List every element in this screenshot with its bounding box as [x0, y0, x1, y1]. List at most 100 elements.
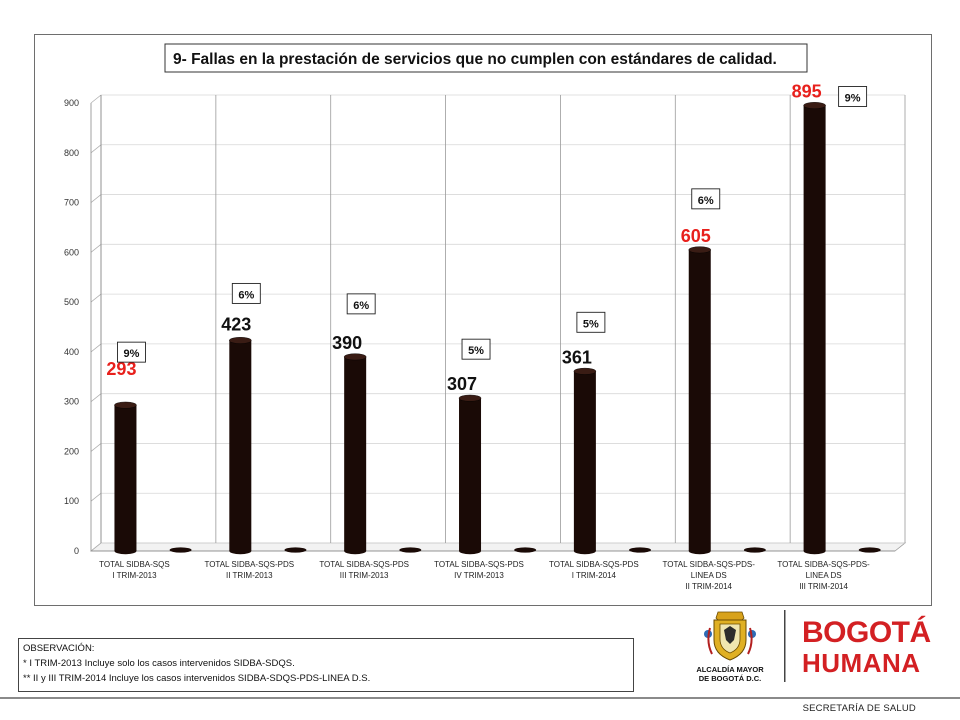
bar-cap [688, 246, 711, 254]
x-tick-label: III TRIM-2013 [340, 571, 389, 580]
bar [688, 249, 711, 551]
bar-base [344, 547, 367, 555]
chart-title-group: 9- Fallas en la prestación de servicios … [164, 43, 808, 73]
value-label: 307 [447, 374, 477, 394]
bar [803, 105, 826, 551]
chart-floor [89, 542, 907, 552]
bar-cap [458, 394, 482, 402]
bar-cap [573, 367, 597, 375]
gridline-depth [90, 194, 102, 203]
bar-cap [114, 401, 137, 409]
gridline-depth [90, 393, 102, 402]
y-tick-label: 500 [64, 297, 79, 307]
gridline-depth [90, 244, 102, 253]
value-label: 605 [681, 226, 711, 246]
empty-series-disc [858, 547, 881, 553]
y-tick-label: 100 [64, 496, 79, 506]
bar-base [688, 547, 711, 555]
value-label: 895 [792, 81, 822, 101]
gridline-depth [90, 343, 102, 353]
bar [573, 371, 596, 551]
empty-series-disc [629, 547, 652, 553]
bar [114, 405, 137, 551]
x-tick-label: LINEA DS [691, 571, 727, 580]
percent-label: 6% [353, 300, 369, 312]
percent-label-box [691, 188, 721, 210]
gridlines [89, 94, 907, 552]
chart-title-box [164, 43, 808, 73]
x-tick-label: TOTAL SIDBA-SQS-PDS- [777, 560, 870, 569]
observation-box: OBSERVACIÓN: * I TRIM-2013 Incluye solo … [18, 638, 634, 692]
value-label: 293 [106, 359, 136, 379]
bars [114, 102, 881, 555]
gridline-depth [90, 443, 102, 452]
percent-label-box [461, 338, 491, 360]
empty-series-disc [399, 547, 422, 553]
coat-of-arms-logo [704, 611, 756, 661]
y-tick-label: 800 [64, 148, 79, 158]
empty-series-disc [284, 547, 307, 553]
empty-series-disc [514, 547, 537, 553]
percent-label: 6% [238, 289, 254, 301]
y-tick-label: 0 [74, 546, 79, 556]
percent-label-box [576, 311, 606, 333]
bar [229, 340, 252, 551]
empty-series-disc [169, 547, 192, 553]
gridline-depth [90, 293, 102, 303]
y-tick-label: 200 [64, 446, 79, 456]
x-tick-label: TOTAL SIDBA-SQS-PDS [549, 560, 639, 569]
y-tick-label: 600 [64, 247, 79, 257]
alcaldia-line-2: DE BOGOTÁ D.C. [699, 674, 762, 683]
percent-label: 9% [124, 348, 140, 360]
empty-series-disc [743, 547, 766, 553]
bar-base [459, 547, 482, 555]
bogota-logo-text: BOGOTÁ [802, 615, 931, 649]
value-label: 361 [562, 347, 592, 367]
x-tick-label: II TRIM-2014 [685, 582, 732, 591]
bar-base [573, 547, 596, 555]
bar [344, 356, 367, 551]
x-tick-label: III TRIM-2014 [799, 582, 848, 591]
logo-divider [784, 610, 786, 682]
bar [459, 398, 482, 551]
value-label: 390 [332, 333, 362, 353]
observation-line-2: ** II y III TRIM-2014 Incluye los casos … [23, 673, 371, 684]
percent-label-box [346, 293, 376, 315]
bar-base [803, 547, 826, 555]
percent-label-box [838, 86, 868, 107]
observation-heading: OBSERVACIÓN: [23, 643, 95, 654]
x-tick-label: TOTAL SIDBA-SQS-PDS [204, 560, 294, 569]
percent-label: 5% [583, 318, 599, 330]
bar-cap [343, 353, 367, 361]
bar-base [114, 547, 137, 555]
y-tick-label: 300 [64, 397, 79, 407]
y-tick-label: 700 [64, 198, 79, 208]
y-tick-label: 400 [64, 347, 79, 357]
x-tick-label: I TRIM-2013 [112, 571, 157, 580]
gridline-depth [90, 542, 102, 552]
humana-logo-text: HUMANA [802, 648, 921, 678]
bar-cap [803, 102, 826, 109]
bar-base [229, 547, 252, 555]
x-tick-label: II TRIM-2013 [226, 571, 273, 580]
value-label: 423 [221, 314, 251, 334]
percent-label: 9% [845, 92, 861, 104]
logo-area: ALCALDÍA MAYOR DE BOGOTÁ D.C. BOGOTÁ HUM… [680, 606, 940, 696]
percent-label-box [231, 282, 261, 304]
x-tick-label: TOTAL SIDBA-SQS-PDS [319, 560, 409, 569]
footer-rule [0, 697, 960, 699]
observation-line-1: * I TRIM-2013 Incluye solo los casos int… [23, 658, 295, 669]
x-tick-label: LINEA DS [806, 571, 842, 580]
x-tick-label: IV TRIM-2013 [454, 571, 504, 580]
bar-chart: 0 100 200 300 400 500 600 700 800 900 TOTAL SIDBA-… [64, 43, 907, 591]
y-tick-label: 900 [64, 98, 79, 108]
bar-cap [229, 337, 252, 344]
x-tick-label: TOTAL SIDBA-SQS-PDS [434, 560, 524, 569]
percent-label-box [117, 341, 146, 363]
percent-label: 6% [698, 195, 714, 207]
gridline-depth [90, 144, 102, 154]
x-tick-label: TOTAL SIDBA-SQS-PDS- [663, 560, 756, 569]
alcaldia-line-1: ALCALDÍA MAYOR [696, 665, 764, 674]
x-tick-label: TOTAL SIDBA-SQS [99, 560, 170, 569]
